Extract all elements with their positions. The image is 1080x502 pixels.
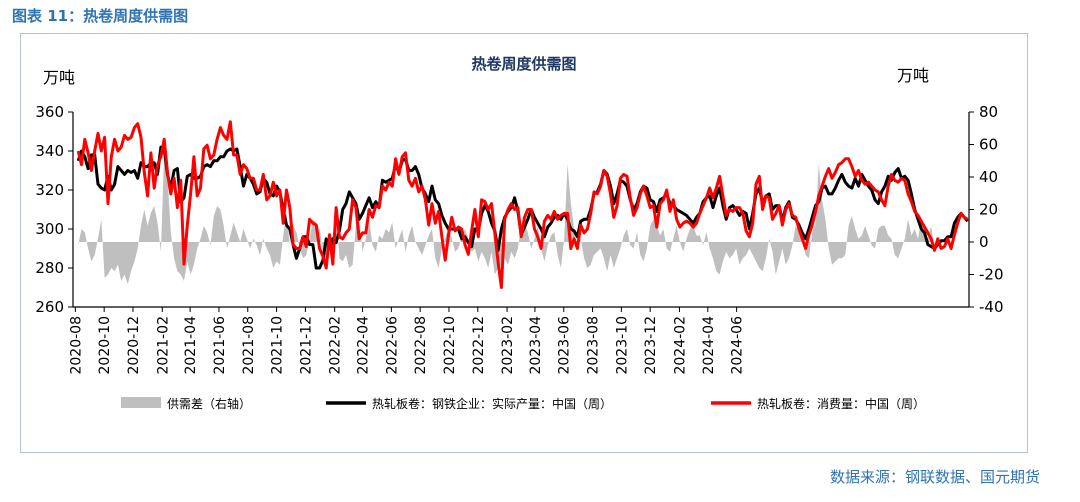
y-left-tick-label: 320: [35, 181, 64, 199]
figure-caption: 图表 11：热卷周度供需图: [12, 7, 189, 25]
y-left-tick-label: 280: [35, 259, 64, 277]
x-tick-label: 2020-10: [97, 316, 113, 375]
legend-item-gap-label: 供需差（右轴）: [167, 396, 251, 411]
y-left-tick-label: 360: [35, 103, 64, 121]
x-tick-label: 2023-12: [643, 316, 659, 375]
series-line-consumption: [76, 120, 969, 289]
x-tick-label: 2023-04: [528, 316, 544, 375]
y-right-tick-label: -40: [979, 298, 1004, 316]
x-tick-label: 2021-12: [298, 316, 314, 375]
plot-area: 260 280 300 320 340 360 -40 -20 0 20 40 60 80 2020-08…: [35, 103, 1003, 375]
x-tick-label: 2023-08: [586, 316, 602, 375]
x-tick-label: 2021-04: [183, 316, 199, 375]
x-tick-label: 2023-02: [500, 316, 516, 375]
x-tick-label: 2022-08: [413, 316, 429, 375]
y-right-unit: 万吨: [897, 66, 929, 85]
x-tick-label: 2023-06: [557, 316, 573, 375]
x-tick-label: 2021-08: [241, 316, 257, 375]
source-note: 数据来源：钢联数据、国元期货: [829, 468, 1040, 486]
x-tick-label: 2022-06: [384, 316, 400, 375]
x-tick-label: 2021-06: [212, 316, 228, 375]
y-left-tick-label: 340: [35, 142, 64, 160]
chart-title: 热卷周度供需图: [471, 55, 576, 73]
x-tick-label: 2023-10: [614, 316, 630, 375]
x-tick-label: 2022-02: [328, 316, 344, 375]
x-tick-label: 2021-02: [155, 316, 171, 375]
supply-demand-chart: 热卷周度供需图 万吨 万吨 260280300320340360-40-2002…: [35, 55, 1003, 411]
legend-swatch: [121, 397, 161, 408]
x-tick-label: 2024-06: [730, 316, 746, 375]
y-left-unit: 万吨: [43, 68, 75, 87]
x-tick-label: 2024-04: [701, 316, 717, 375]
x-tick-label: 2022-12: [471, 316, 487, 375]
y-right-tick-label: 0: [979, 233, 989, 251]
x-tick-label: 2022-10: [442, 316, 458, 375]
y-left-tick-label: 260: [35, 298, 64, 316]
series-area-supply-demand-gap: [78, 151, 935, 285]
y-right-tick-label: 80: [979, 103, 998, 121]
legend-item-output-label: 热轧板卷：钢铁企业：实际产量：中国（周）: [372, 396, 612, 411]
y-right-tick-label: 40: [979, 168, 998, 186]
y-right-tick-label: 60: [979, 136, 998, 154]
y-right-tick-label: -20: [979, 266, 1004, 284]
y-right-tick-label: 20: [979, 201, 998, 219]
legend: 供需差（右轴） 热轧板卷：钢铁企业：实际产量：中国（周） 热轧板卷：消费量：中国（周…: [121, 396, 925, 411]
chart-frame: 热卷周度供需图 万吨 万吨 260 280 300 320 340 360 -40 -20 0 2…: [20, 33, 1028, 453]
y-left-tick-label: 300: [35, 220, 64, 238]
x-tick-label: 2021-10: [270, 316, 286, 375]
x-tick-label: 2020-12: [126, 316, 142, 375]
x-tick-label: 2022-04: [356, 316, 372, 375]
x-tick-label: 2020-08: [68, 316, 84, 375]
legend-item-consumption-label: 热轧板卷：消费量：中国（周）: [757, 396, 925, 411]
x-tick-label: 2024-02: [672, 316, 688, 375]
